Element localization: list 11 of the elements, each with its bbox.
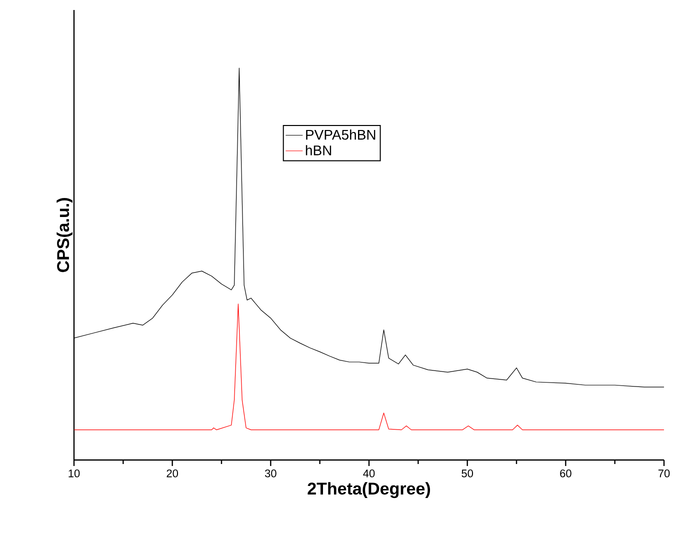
x-tick-label: 60 xyxy=(560,470,572,478)
legend-label: hBN xyxy=(306,145,332,156)
x-axis-title: 2Theta(Degree) xyxy=(308,482,430,498)
x-tick-label: 30 xyxy=(264,470,276,478)
x-tick-label: 10 xyxy=(68,470,80,478)
x-tick-label: 70 xyxy=(658,470,670,478)
x-tick-label: 40 xyxy=(363,470,375,478)
y-axis-title: CPS(a.u.) xyxy=(56,198,72,272)
x-tick-label: 50 xyxy=(462,470,474,478)
x-tick-label: 20 xyxy=(166,470,178,478)
legend-label: PVPA5hBN xyxy=(306,129,376,140)
